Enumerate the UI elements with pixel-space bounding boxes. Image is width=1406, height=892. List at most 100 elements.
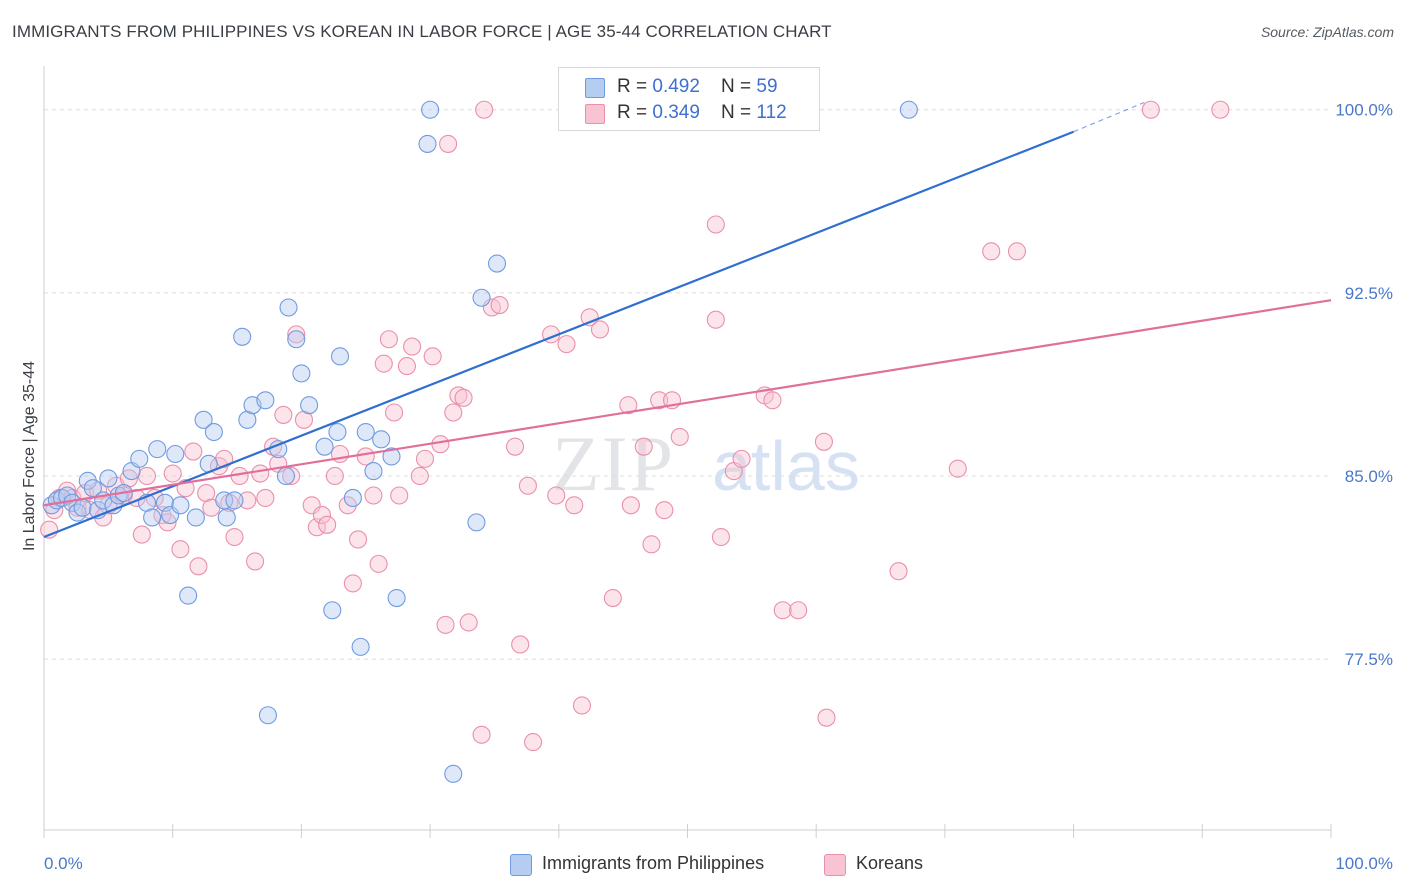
legend-label-koreans: Koreans	[856, 853, 924, 873]
korean-point	[385, 403, 404, 422]
legend-r-value: 0.492	[652, 76, 700, 97]
korean-point	[132, 525, 151, 544]
legend-label-philippines: Immigrants from Philippines	[542, 853, 765, 873]
korean-point	[773, 601, 792, 620]
chart-title: IMMIGRANTS FROM PHILIPPINES VS KOREAN IN…	[12, 22, 832, 41]
korean-point	[1141, 100, 1160, 119]
korean-point	[318, 515, 337, 534]
korean-point	[163, 464, 182, 483]
korean-point	[490, 296, 509, 315]
philippines-point	[418, 134, 437, 153]
philippines-point	[323, 601, 342, 620]
philippines-point	[217, 508, 236, 527]
korean-point	[410, 466, 429, 486]
korean-point	[374, 354, 393, 373]
korean-point	[415, 449, 435, 468]
y-axis-title: In Labor Force | Age 35-44	[21, 361, 38, 551]
philippines-point	[330, 347, 350, 366]
philippines-point	[179, 586, 198, 605]
korean-point	[348, 530, 368, 549]
philippines-trend-line	[43, 130, 1075, 539]
korean-point	[789, 601, 808, 620]
korean-point	[642, 535, 661, 554]
korean-point	[572, 696, 592, 715]
korean-point	[547, 486, 566, 505]
philippines-point	[256, 391, 275, 410]
korean-point	[670, 427, 689, 446]
koreans-points	[40, 100, 1230, 752]
korean-point	[274, 405, 293, 424]
legend-swatch-pink	[585, 104, 605, 124]
philippines-point	[328, 422, 347, 442]
korean-point	[436, 615, 455, 634]
korean-point	[449, 386, 468, 405]
korean-point	[706, 310, 725, 329]
philippines-point	[472, 288, 491, 307]
korean-point	[325, 466, 344, 486]
korean-point	[763, 391, 782, 410]
legend-swatch-blue	[585, 78, 605, 98]
korean-point	[287, 325, 306, 344]
philippines-point	[148, 440, 167, 459]
korean-point	[603, 589, 622, 608]
philippines-point	[130, 449, 149, 468]
legend-n-label: N =	[721, 76, 757, 97]
korean-point	[505, 437, 525, 456]
korean-point	[246, 552, 265, 571]
korean-point	[817, 708, 836, 727]
korean-point	[655, 501, 674, 520]
legend-r-label: R =	[617, 102, 653, 123]
philippines-point	[300, 396, 319, 415]
korean-point	[256, 488, 275, 507]
korean-point	[621, 496, 640, 515]
korean-point	[459, 613, 478, 632]
legend-n-label: N =	[721, 102, 757, 123]
philippines-point	[99, 469, 118, 488]
korean-point	[557, 335, 576, 354]
philippines-point	[364, 462, 383, 481]
source-credit: Source: ZipAtlas.com	[1260, 24, 1394, 40]
philippines-point	[279, 298, 298, 317]
philippines-point	[143, 508, 162, 527]
series-legend: Immigrants from Philippines Koreans	[0, 852, 1406, 878]
korean-point	[184, 442, 203, 461]
philippines-point	[372, 430, 391, 449]
philippines-point	[194, 410, 213, 429]
watermark-zip: ZIP	[552, 420, 675, 507]
y-tick-label: 92.5%	[1345, 284, 1393, 303]
philippines-point	[42, 496, 61, 515]
korean-point	[379, 330, 398, 349]
korean-point	[1211, 100, 1230, 119]
korean-point	[189, 557, 208, 576]
korean-point	[431, 435, 450, 454]
stats-legend: R = 0.492 N = 59 R = 0.349 N = 112	[558, 67, 820, 131]
philippines-point	[258, 706, 277, 725]
korean-point	[251, 464, 270, 483]
korean-point	[137, 466, 157, 486]
korean-point	[439, 134, 458, 153]
korean-point	[225, 527, 244, 547]
korean-point	[565, 496, 584, 515]
philippines-point	[387, 589, 406, 608]
philippines-point	[351, 637, 370, 656]
philippines-point	[421, 100, 440, 119]
philippines-point	[204, 422, 223, 442]
korean-point	[982, 242, 1001, 261]
korean-point	[518, 476, 537, 495]
korean-point	[312, 505, 332, 525]
korean-point	[619, 396, 638, 415]
legend-r-value: 0.349	[652, 102, 700, 123]
korean-point	[889, 562, 908, 581]
philippines-point	[899, 100, 918, 119]
korean-point	[423, 347, 442, 366]
koreans-trend-line	[43, 299, 1332, 507]
philippines-point	[292, 364, 311, 383]
korean-point	[343, 574, 362, 593]
korean-point	[814, 432, 833, 451]
korean-point	[444, 403, 463, 422]
philippines-point	[166, 444, 185, 464]
x-tick-label: 100.0%	[1335, 854, 1393, 873]
legend-swatch-pink	[824, 854, 846, 876]
philippines-point	[276, 466, 296, 486]
